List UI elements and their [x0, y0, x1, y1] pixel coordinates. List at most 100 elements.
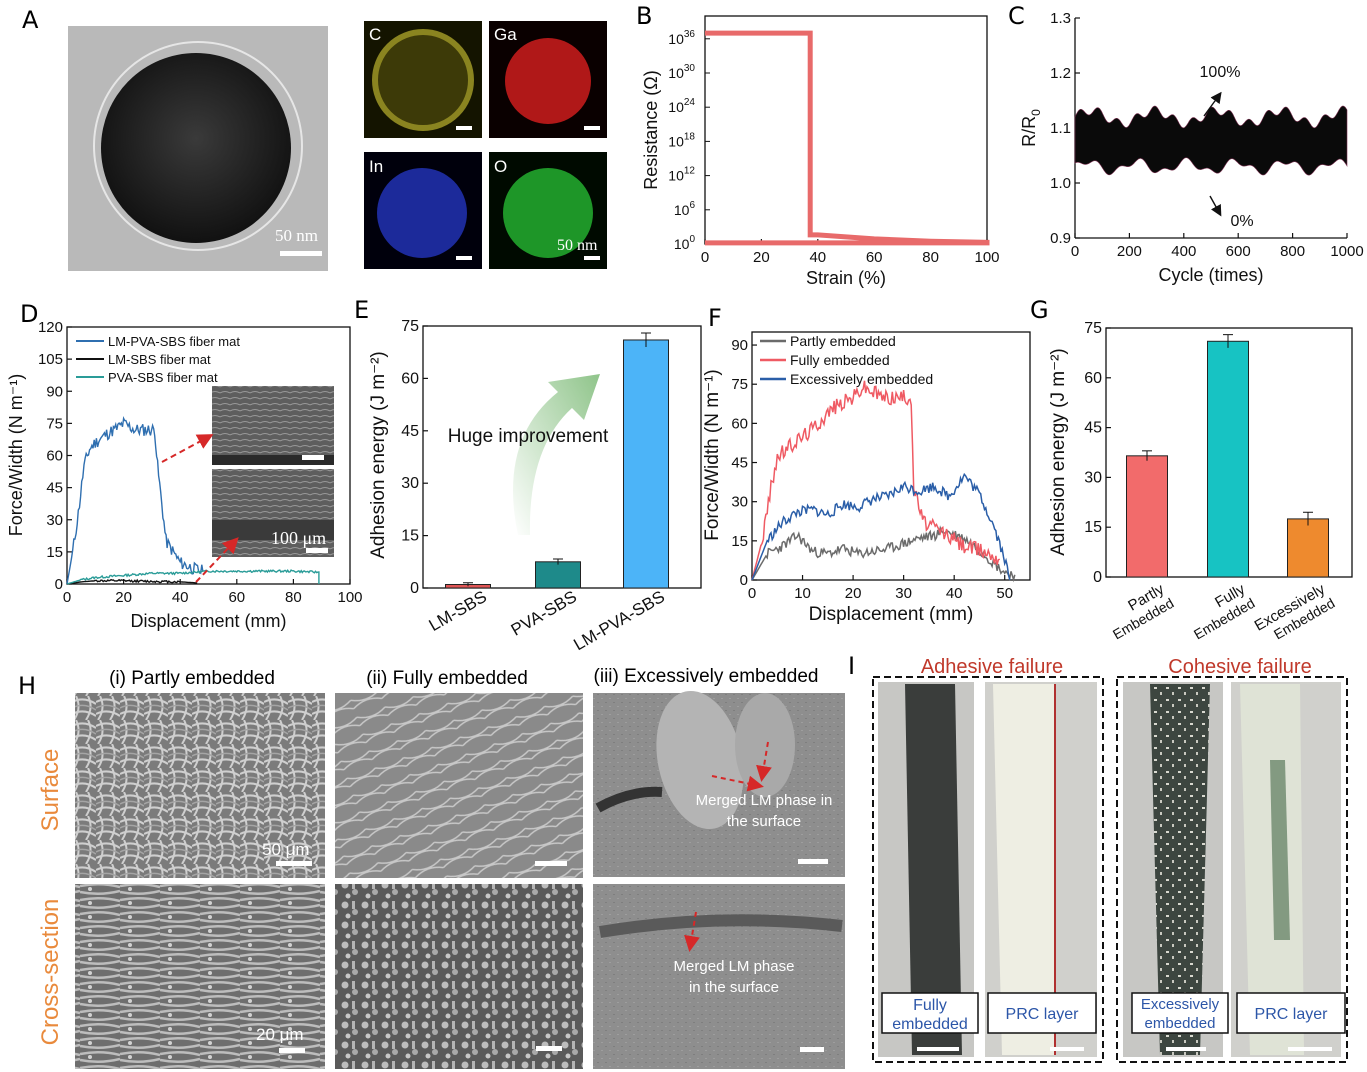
i-box-cohesive: [1116, 676, 1348, 1063]
chart-f-frame: [751, 331, 1031, 581]
chart-d-xtick-label: 80: [285, 589, 302, 606]
chart-c-xtick-label: 600: [1226, 243, 1251, 260]
chart-d-xtick-label: 60: [228, 589, 245, 606]
sample-fully-embedded: [905, 684, 962, 1055]
panel-d-insets: 100 μm: [161, 386, 334, 583]
chart-g-ytick-label: 0: [1093, 569, 1102, 586]
chart-e-xtick-label: LM-PVA-SBS: [570, 587, 668, 654]
chart-f-ytick-label: 60: [731, 415, 748, 432]
chart-e-improvement-arrow: [513, 374, 600, 535]
chart-f-xtick-label: 0: [748, 585, 756, 602]
h-note-surface-2: the surface: [727, 813, 801, 830]
i-label-box-1: [881, 992, 979, 1034]
chart-g-ytick-label: 60: [1084, 370, 1102, 387]
i-label-prc-2: PRC layer: [1255, 1006, 1329, 1023]
i-box-adhesive: [872, 676, 1104, 1063]
chart-d-series-0: [66, 416, 204, 585]
tem-shell: [93, 41, 303, 251]
chart-e-bar: [623, 339, 669, 589]
chart-f-legend-label: Fully embedded: [790, 352, 890, 368]
chart-f-series-2: [751, 472, 1011, 581]
chart-d-series-1: [66, 578, 198, 585]
chart-f-xtick-label: 50: [996, 585, 1013, 602]
chart-d-ytick-label: 60: [46, 448, 63, 465]
sem-scale-surface: 50 μm: [262, 840, 310, 859]
chart-b-ytick-exp: 30: [684, 63, 696, 74]
chart-f-legend-label: Partly embedded: [790, 333, 896, 349]
chart-e-ytick-label: 0: [410, 580, 419, 597]
chart-b-ylabel: Resistance (Ω): [641, 70, 661, 190]
inset-scale-label: 100 μm: [271, 528, 326, 548]
eds-map-c: C: [364, 21, 482, 138]
panel-a-maps: C Ga In O 50 nm: [364, 21, 607, 269]
chart-d-series-2: [66, 569, 320, 585]
chart-b-ytick-exp: 18: [684, 131, 696, 142]
chart-c-annotation-100: 100%: [1200, 64, 1241, 81]
i-label-excess-2: embedded: [1145, 1015, 1216, 1032]
chart-c-xtick-label: 800: [1280, 243, 1305, 260]
chart-b-ytick-exp: 12: [684, 166, 696, 177]
chart-c-xtick-label: 1000: [1330, 243, 1363, 260]
chart-b-ytick-exp: 6: [689, 200, 695, 211]
chart-f-xtick-label: 10: [794, 585, 811, 602]
chart-c: 0 200 400 600 800 1000 0.9 1.0 1.1 1.2 1.3 100% 0% Cy…: [1019, 10, 1364, 285]
chart-b-ytick-label: 106: [674, 200, 696, 218]
chart-e-ytick-label: 45: [401, 423, 419, 440]
chart-b-series-resistance: [705, 30, 990, 246]
chart-f-series-0: [751, 525, 1016, 583]
h-note-surface-1: Merged LM phase in: [696, 792, 833, 809]
chart-d-ytick-label: 30: [46, 512, 63, 529]
chart-g-ylabel: Adhesion energy (J m⁻²): [1048, 348, 1069, 556]
chart-d-xtick-label: 40: [172, 589, 189, 606]
chart-e-xtick-label: LM-SBS: [426, 587, 490, 635]
eds-map-o: O 50 nm: [489, 152, 607, 269]
i-title-cohesive: Cohesive failure: [1168, 656, 1311, 678]
chart-b-ytick-label: 1030: [668, 63, 695, 81]
panel-label-h: H: [18, 672, 36, 700]
chart-b-ytick-label: 100: [674, 234, 696, 252]
chart-g-bar: [1287, 518, 1329, 578]
chart-e-ytick-label: 75: [401, 318, 419, 335]
chart-b-ytick-label: 1024: [668, 97, 695, 115]
chart-e-ytick-label: 30: [401, 475, 419, 492]
sem-cross-fully: [335, 884, 583, 1069]
eds-label-c: C: [369, 25, 381, 44]
chart-d-ytick-label: 45: [46, 480, 63, 497]
chart-b-frame: [704, 15, 988, 245]
chart-f-series-1: [751, 380, 1001, 581]
sem-scale-cross: 20 μm: [256, 1025, 304, 1044]
chart-d-ytick-label: 0: [55, 576, 63, 593]
chart-b-xtick-label: 0: [701, 249, 709, 266]
chart-d-xlabel: Displacement (mm): [130, 611, 286, 631]
chart-b-ytick-label: 1018: [668, 131, 695, 149]
tem-scale-label: 50 nm: [275, 226, 318, 245]
inset-sem-top: [212, 386, 334, 464]
chart-c-xtick-label: 0: [1071, 243, 1079, 260]
i-label-box-2: [987, 992, 1097, 1034]
chart-f-xtick-label: 40: [946, 585, 963, 602]
sem-cross-partly: [75, 884, 325, 1069]
chart-c-series-band: [1074, 105, 1348, 176]
chart-d-ytick-label: 105: [38, 351, 63, 368]
sem-cross-excess: [593, 884, 845, 1069]
chart-d-ylabel: Force/Width (N m⁻¹): [6, 374, 26, 537]
i-label-fully-1: Fully: [913, 997, 947, 1014]
h-col-fully: (ii) Fully embedded: [366, 668, 528, 689]
chart-b-xtick-label: 100: [974, 249, 999, 266]
chart-e-bar: [535, 561, 581, 589]
i-label-excess-1: Excessively: [1141, 996, 1220, 1013]
chart-b-ytick-exp: 24: [684, 97, 696, 108]
h-note-cross-2: in the surface: [689, 979, 779, 996]
sem-surface-partly: [75, 693, 325, 878]
tem-scale-bar: [280, 251, 322, 256]
chart-f-ytick-label: 30: [731, 494, 748, 511]
chart-d-legend-label: LM-SBS fiber mat: [108, 352, 211, 367]
chart-c-ytick-label: 1.1: [1050, 120, 1071, 137]
chart-d-xtick-label: 20: [115, 589, 132, 606]
eds-scale-label: 50 nm: [557, 237, 598, 254]
i-label-fully-2: embedded: [892, 1016, 968, 1033]
panel-label-e: E: [354, 296, 369, 324]
chart-b-xtick-label: 40: [809, 249, 826, 266]
chart-c-ytick-label: 0.9: [1050, 230, 1071, 247]
